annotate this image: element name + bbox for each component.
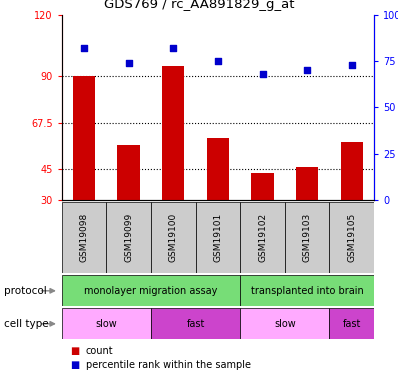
Bar	[151, 202, 195, 273]
Bar	[240, 202, 285, 273]
Text: GSM19098: GSM19098	[80, 213, 88, 262]
Text: cell type: cell type	[4, 319, 49, 329]
Bar	[62, 275, 240, 306]
Point	[304, 67, 310, 73]
Text: GDS769 / rc_AA891829_g_at: GDS769 / rc_AA891829_g_at	[104, 0, 294, 11]
Bar	[195, 202, 240, 273]
Bar	[117, 144, 140, 200]
Text: GSM19099: GSM19099	[124, 213, 133, 262]
Text: ■: ■	[70, 346, 79, 356]
Bar	[106, 202, 151, 273]
Text: ■: ■	[70, 360, 79, 370]
Point	[125, 60, 132, 66]
Bar	[240, 308, 330, 339]
Bar	[285, 202, 330, 273]
Bar	[62, 202, 106, 273]
Text: fast: fast	[186, 319, 205, 329]
Bar	[252, 173, 274, 200]
Text: transplanted into brain: transplanted into brain	[251, 286, 363, 296]
Bar	[341, 142, 363, 200]
Text: monolayer migration assay: monolayer migration assay	[84, 286, 218, 296]
Point	[259, 71, 266, 77]
Text: GSM19100: GSM19100	[169, 213, 178, 262]
Bar	[240, 275, 374, 306]
Bar	[162, 66, 184, 200]
Text: slow: slow	[274, 319, 296, 329]
Text: GSM19105: GSM19105	[347, 213, 356, 262]
Text: GSM19102: GSM19102	[258, 213, 267, 262]
Bar	[330, 308, 374, 339]
Point	[81, 45, 87, 51]
Text: protocol: protocol	[4, 286, 47, 296]
Text: percentile rank within the sample: percentile rank within the sample	[86, 360, 251, 370]
Bar	[151, 308, 240, 339]
Text: GSM19101: GSM19101	[213, 213, 222, 262]
Text: fast: fast	[343, 319, 361, 329]
Point	[215, 58, 221, 64]
Point	[170, 45, 176, 51]
Bar	[330, 202, 374, 273]
Bar	[73, 76, 95, 200]
Text: slow: slow	[96, 319, 117, 329]
Text: count: count	[86, 346, 113, 356]
Text: GSM19103: GSM19103	[302, 213, 312, 262]
Point	[349, 62, 355, 68]
Bar	[207, 138, 229, 200]
Bar	[62, 308, 151, 339]
Bar	[296, 167, 318, 200]
